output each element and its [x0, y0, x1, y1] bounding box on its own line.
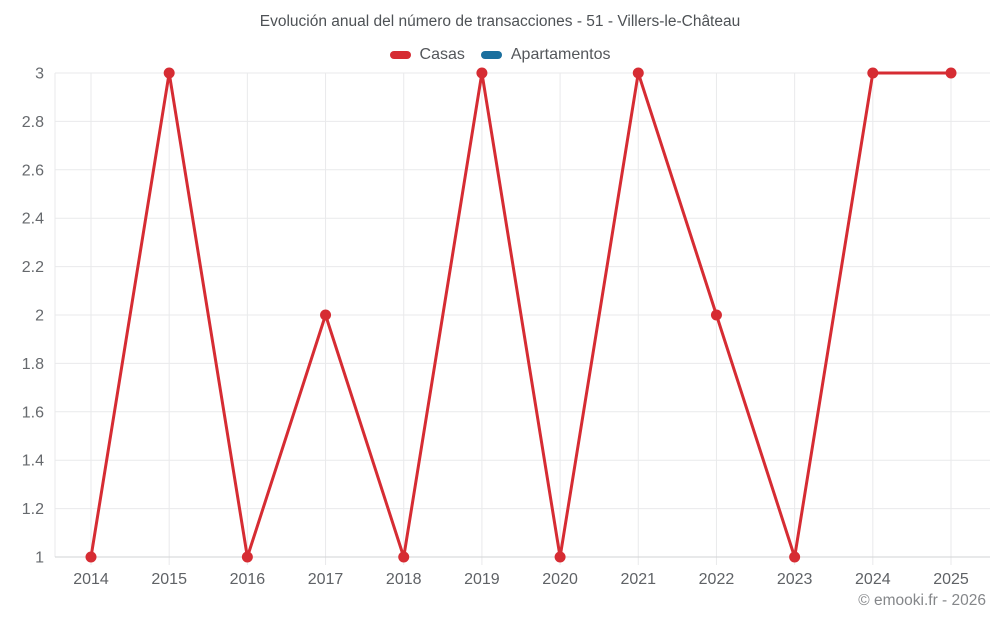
data-point [163, 67, 175, 79]
data-point [476, 67, 488, 79]
x-axis-tick-label: 2025 [933, 571, 969, 588]
data-point [867, 67, 879, 79]
legend-item-casas[interactable]: Casas [389, 46, 465, 64]
y-axis-tick-label: 2 [35, 308, 44, 325]
chart-title: Evolución anual del número de transaccio… [259, 13, 741, 30]
x-axis-tick-label: 2023 [777, 571, 813, 588]
legend-label-apartamentos: Apartamentos [510, 46, 611, 63]
y-axis-tick-label: 1.4 [22, 453, 44, 470]
x-axis-tick-label: 2016 [230, 571, 266, 588]
y-axis-tick-label: 1 [35, 550, 44, 567]
legend-item-apartamentos[interactable]: Apartamentos [480, 46, 611, 64]
y-axis-tick-label: 3 [35, 66, 44, 83]
data-point [398, 551, 410, 563]
y-axis-tick-label: 1.2 [22, 501, 44, 518]
data-point [945, 67, 957, 79]
data-point [789, 551, 801, 563]
chart-legend: Casas Apartamentos [0, 46, 1000, 64]
x-axis-tick-label: 2020 [542, 571, 578, 588]
y-axis-tick-label: 1.6 [22, 404, 44, 421]
x-axis-tick-label: 2021 [620, 571, 656, 588]
y-axis-tick-label: 2.6 [22, 162, 44, 179]
watermark: © emooki.fr - 2026 [858, 592, 986, 609]
x-axis-tick-label: 2019 [464, 571, 500, 588]
x-axis-tick-label: 2015 [151, 571, 187, 588]
data-point [320, 309, 332, 321]
legend-swatch-casas [389, 51, 411, 59]
legend-label-casas: Casas [419, 46, 465, 63]
data-point [632, 67, 644, 79]
x-axis-tick-label: 2024 [855, 571, 891, 588]
legend-swatch-apartamentos [480, 51, 502, 59]
data-point [241, 551, 253, 563]
y-axis-tick-label: 2.2 [22, 259, 44, 276]
x-axis-tick-label: 2018 [386, 571, 422, 588]
data-point [710, 309, 722, 321]
y-axis-tick-label: 2.4 [22, 211, 44, 228]
x-axis-tick-label: 2022 [699, 571, 735, 588]
data-point [554, 551, 566, 563]
x-axis-tick-label: 2014 [73, 571, 109, 588]
y-axis-tick-label: 2.8 [22, 114, 44, 131]
series-line-casas [89, 71, 953, 559]
y-axis-tick-label: 1.8 [22, 356, 44, 373]
data-point [85, 551, 97, 563]
x-axis-tick-label: 2017 [308, 571, 344, 588]
